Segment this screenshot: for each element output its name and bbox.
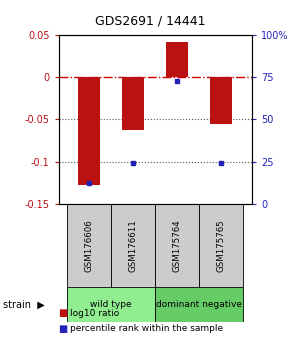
FancyBboxPatch shape <box>155 204 199 287</box>
Text: percentile rank within the sample: percentile rank within the sample <box>70 324 224 333</box>
Text: GSM176611: GSM176611 <box>129 219 138 272</box>
Text: ■: ■ <box>58 324 68 333</box>
Text: ■: ■ <box>58 308 68 318</box>
Text: dominant negative: dominant negative <box>156 300 242 309</box>
Text: GSM176606: GSM176606 <box>85 219 94 272</box>
Bar <box>166 42 188 78</box>
FancyBboxPatch shape <box>67 287 155 322</box>
FancyBboxPatch shape <box>155 287 243 322</box>
Text: log10 ratio: log10 ratio <box>70 309 120 318</box>
Text: GDS2691 / 14441: GDS2691 / 14441 <box>95 14 205 27</box>
Bar <box>122 78 144 130</box>
Text: strain  ▶: strain ▶ <box>3 299 45 309</box>
Text: GSM175764: GSM175764 <box>173 219 182 272</box>
Text: GSM175765: GSM175765 <box>217 219 226 272</box>
Bar <box>210 78 232 124</box>
Bar <box>78 78 100 185</box>
FancyBboxPatch shape <box>199 204 243 287</box>
FancyBboxPatch shape <box>111 204 155 287</box>
FancyBboxPatch shape <box>67 204 111 287</box>
Text: wild type: wild type <box>91 300 132 309</box>
